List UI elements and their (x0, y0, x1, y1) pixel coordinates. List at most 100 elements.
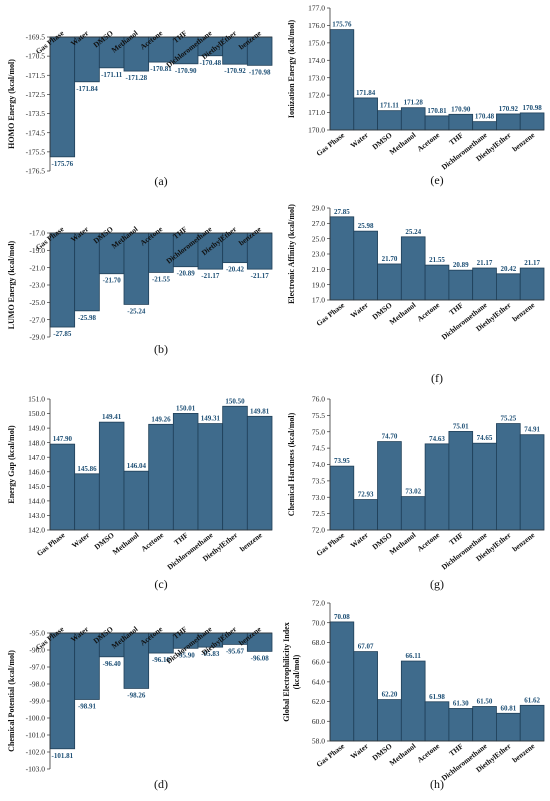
data-label: 70.08 (334, 613, 350, 621)
category-label: Acetone (415, 300, 441, 323)
data-label: 74.65 (477, 434, 493, 442)
y-tick-label: -171.5 (26, 71, 46, 80)
y-tick-label: 66.0 (312, 658, 325, 667)
data-label: 60.81 (500, 704, 516, 712)
data-label: -171.11 (101, 71, 123, 79)
bar-h-1 (329, 621, 355, 742)
bar-e-2 (353, 97, 378, 131)
y-tick-label: 25.0 (312, 234, 325, 243)
y-axis-title: Chemical Potential (kcal/mol) (7, 650, 16, 752)
category-label: THF (447, 530, 465, 547)
bar-e-5 (424, 115, 450, 131)
y-tick-label: 175.0 (308, 38, 325, 47)
category-label: Acetone (139, 530, 165, 553)
data-label: 20.89 (453, 261, 469, 269)
bar-h-6 (448, 708, 474, 742)
category-label: THF (447, 130, 465, 147)
data-label: 170.48 (475, 113, 495, 121)
bar-f-2 (353, 230, 378, 301)
data-label: -95.67 (226, 647, 245, 655)
chart-panel-e: 170.0 171.0 172.0 173.0 174.0 175.0 176.0 177.0… (287, 4, 545, 187)
data-label: 61.98 (429, 693, 445, 701)
data-label: 149.81 (250, 407, 270, 415)
bar-g-1 (329, 465, 355, 531)
y-tick-label: 70.0 (312, 618, 325, 627)
chart-panel-f: 17.0 19.0 21.0 23.0 25.0 27.0 29.0 27.85 25.98 21… (287, 204, 545, 385)
y-tick-label: 146.0 (28, 467, 45, 476)
data-label: -96.08 (251, 654, 270, 662)
data-label: 74.70 (382, 433, 398, 441)
y-tick-label: 144.0 (28, 496, 45, 505)
data-label: 150.50 (225, 397, 245, 405)
bar-e-7 (472, 121, 497, 131)
bar-a-2 (74, 36, 100, 83)
category-label: THF (447, 741, 465, 758)
bar-a-1 (49, 36, 76, 158)
bar-c-9 (246, 415, 273, 531)
data-label: -98.26 (127, 691, 146, 699)
data-label: 73.02 (405, 488, 421, 496)
y-tick-label: 60.0 (312, 717, 325, 726)
bar-h-3 (377, 699, 402, 742)
bar-e-1 (329, 29, 355, 131)
bar-g-4 (400, 496, 426, 531)
chart-panel-d: -95.0 -96.0 -97.0 -98.0 -99.0 -100.0 -101.0 -10… (7, 624, 273, 791)
bar-h-7 (472, 706, 497, 742)
y-tick-label: -173.5 (26, 109, 46, 118)
y-tick-label: 21.0 (312, 265, 325, 274)
data-label: 62.20 (382, 691, 398, 699)
y-tick-label: 27.0 (312, 219, 325, 228)
bar-f-1 (329, 216, 355, 301)
bar-b-6 (172, 232, 199, 268)
bar-c-3 (98, 421, 125, 531)
bar-b-9 (246, 232, 273, 270)
bar-a-8 (222, 36, 248, 65)
data-label: 67.07 (358, 643, 374, 651)
y-tick-label: 174.0 (308, 56, 325, 65)
y-tick-label: 72.0 (312, 599, 325, 608)
y-tick-label: 29.0 (312, 204, 325, 213)
chart-panel-g: 72.0 72.5 73.0 73.5 74.0 74.5 75.0 75.5 76.0 73.9… (287, 395, 545, 591)
data-label: -21.17 (201, 272, 220, 280)
bar-e-9 (519, 112, 545, 131)
y-tick-label: 149.0 (28, 424, 45, 433)
y-axis-title: LUMO Energy (kcal/mol) (7, 240, 16, 329)
bar-c-5 (148, 423, 174, 531)
bar-e-8 (496, 113, 521, 131)
y-tick-label: 23.0 (312, 250, 325, 259)
data-label: 170.92 (499, 105, 519, 113)
y-tick-label: 177.0 (308, 4, 325, 13)
y-tick-label: -174.5 (26, 128, 46, 137)
bar-a-3 (98, 36, 125, 69)
category-label: Methanol (388, 530, 418, 556)
y-axis-title-line: Global Electrophilicity Index (282, 622, 291, 721)
bar-b-8 (222, 232, 248, 264)
data-label: 149.26 (151, 415, 171, 423)
bar-e-4 (400, 107, 426, 131)
data-label: -96.40 (103, 660, 122, 668)
chart-panel-b: -17.0 -19.0 -21.0 -23.0 -25.0 -27.0 -29.0 -27.8… (7, 224, 273, 356)
category-label: Water (349, 300, 371, 320)
data-label: -21.55 (152, 275, 171, 283)
y-axis-title: HOMO Energy (kcal/mol) (7, 59, 16, 149)
data-label: -171.28 (126, 74, 148, 82)
y-tick-label: -21.0 (29, 263, 45, 272)
data-label: -21.17 (251, 272, 270, 280)
category-label: THF (172, 530, 190, 547)
data-label: 75.25 (500, 415, 516, 423)
y-tick-label: 147.0 (28, 453, 45, 462)
bar-c-8 (222, 405, 248, 531)
data-label: -20.42 (226, 266, 245, 274)
bar-h-4 (400, 660, 426, 742)
y-tick-label: 76.0 (312, 395, 325, 404)
y-axis-title-line: Chemical Potential (kcal/mol) (7, 650, 16, 752)
y-tick-label: -169.5 (26, 33, 46, 42)
data-label: 61.50 (477, 698, 493, 706)
category-label: Acetone (415, 130, 441, 153)
y-tick-label: -17.0 (29, 229, 45, 238)
bar-c-7 (197, 423, 224, 531)
y-axis-title-line: (kcal/mol) (292, 654, 301, 689)
y-tick-label: -100.0 (26, 714, 46, 723)
